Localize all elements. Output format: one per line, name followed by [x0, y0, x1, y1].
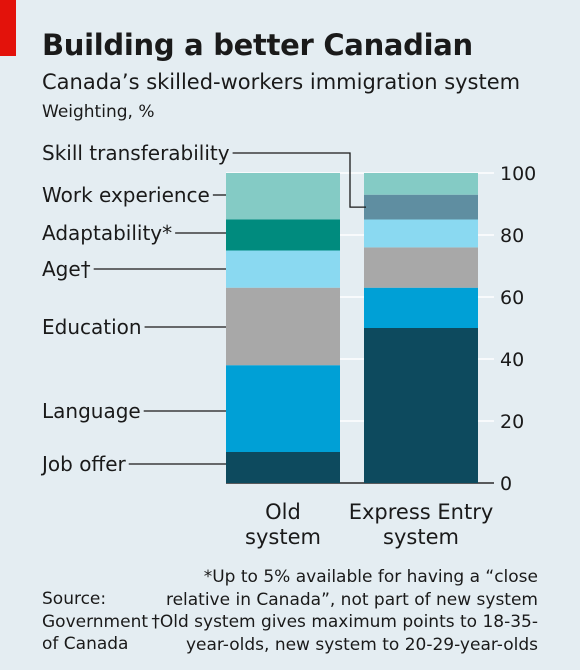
y-tick-label: 100	[500, 163, 536, 185]
series-label: Language	[42, 399, 141, 423]
series-label: Education	[42, 315, 142, 339]
unit-label: Weighting, %	[42, 102, 155, 122]
category-label: Old	[265, 500, 301, 524]
y-tick-label: 0	[500, 473, 512, 495]
bar-segment	[226, 287, 340, 366]
bar-segment	[226, 219, 340, 251]
series-label: Skill transferability	[42, 141, 230, 165]
bar-segment	[364, 287, 478, 328]
category-label: system	[383, 525, 459, 549]
y-tick-label: 60	[500, 287, 524, 309]
bar-segment	[226, 173, 340, 220]
bar-segment	[364, 247, 478, 288]
bar-segment	[364, 194, 478, 220]
brand-tag	[0, 0, 16, 56]
bar-segment	[226, 452, 340, 483]
bar-segment	[226, 365, 340, 452]
source-line: Government	[42, 611, 149, 632]
series-label: Job offer	[40, 452, 127, 476]
category-label: system	[245, 525, 321, 549]
chart-subtitle: Canada’s skilled-workers immigration sys…	[42, 70, 521, 94]
bar-segment	[364, 328, 478, 483]
footnote-line: relative in Canada”, not part of new sys…	[165, 589, 538, 610]
bar-segment	[364, 173, 478, 195]
leader-line	[232, 152, 366, 208]
footnotes: *Up to 5% available for having a “close …	[151, 566, 538, 656]
series-label: Work experience	[42, 183, 210, 207]
source-line: Source:	[42, 589, 107, 609]
source-line: of Canada	[42, 634, 129, 654]
footnote-line: †Old system gives maximum points to 18-3…	[151, 612, 538, 632]
bar-segment	[226, 250, 340, 288]
y-tick-label: 80	[500, 225, 524, 247]
footnote-line: *Up to 5% available for having a “close	[203, 567, 538, 587]
series-label: Adaptability*	[42, 221, 172, 245]
source-note: Source: Government of Canada	[42, 588, 148, 656]
footnote-line: year-olds, new system to 20-29-year-olds	[185, 634, 538, 655]
series-label: Age†	[42, 257, 91, 281]
category-label: Express Entry	[349, 500, 494, 524]
y-tick-label: 20	[500, 411, 524, 433]
y-tick-label: 40	[500, 349, 524, 371]
bar-segment	[364, 219, 478, 248]
chart-title: Building a better Canadian	[42, 28, 473, 62]
